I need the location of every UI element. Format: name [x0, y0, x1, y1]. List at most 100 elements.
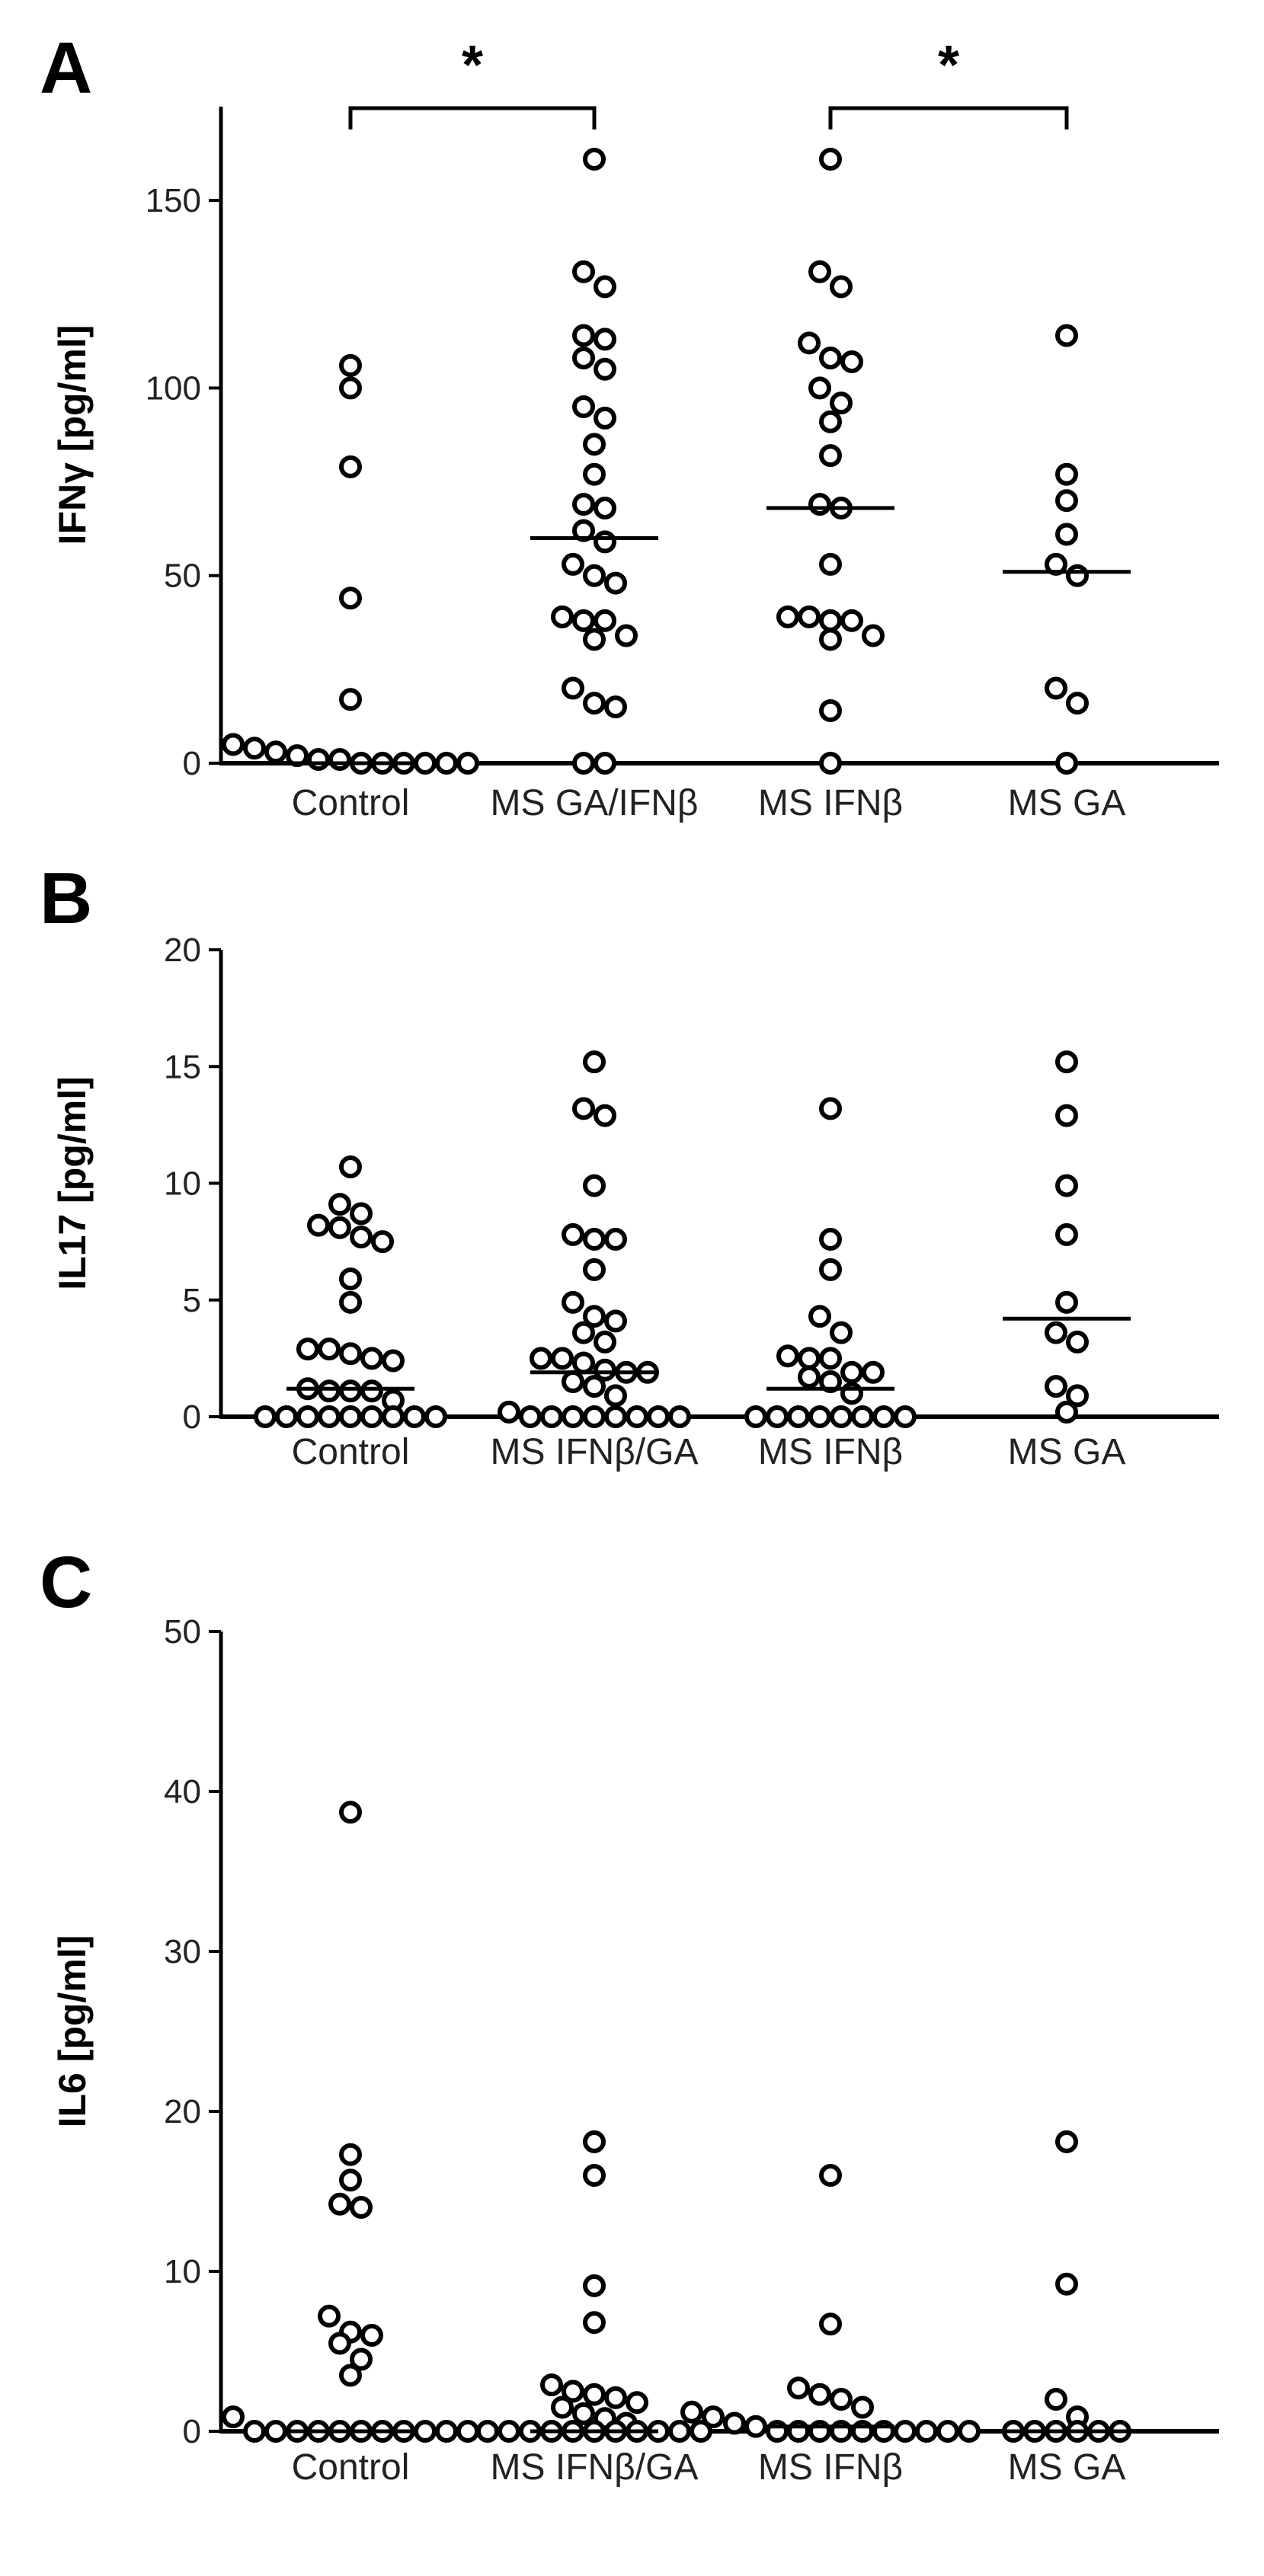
data-point [604, 571, 627, 595]
data-point [594, 357, 616, 381]
category-label: MS GA [1008, 2447, 1126, 2488]
data-point [583, 2164, 606, 2187]
y-tick-label: 150 [146, 182, 201, 219]
data-point [830, 1321, 853, 1344]
data-point [819, 628, 842, 651]
data-point [328, 1193, 351, 1216]
data-point [296, 1338, 319, 1361]
data-point [915, 2420, 938, 2443]
data-point [604, 1228, 627, 1251]
data-point [798, 1365, 821, 1389]
data-point [519, 1405, 542, 1428]
data-point [1055, 462, 1078, 486]
data-point [350, 1202, 373, 1226]
data-point [808, 1405, 831, 1428]
data-point [1055, 1174, 1078, 1197]
data-point [583, 2130, 606, 2153]
data-point [551, 2395, 574, 2419]
data-point [296, 1405, 319, 1428]
data-point [572, 395, 595, 419]
significance-bracket [828, 106, 1069, 129]
significance-bracket [348, 106, 597, 129]
data-point [1066, 1330, 1089, 1354]
data-point [530, 1347, 552, 1370]
data-point [819, 410, 842, 433]
significance-star: * [462, 35, 483, 96]
data-point [819, 1097, 842, 1120]
y-tick-label: 15 [164, 1048, 201, 1085]
category-label: MS IFNβ [758, 2447, 903, 2488]
y-tick-label: 20 [164, 932, 201, 969]
data-point [339, 1267, 362, 1291]
y-axis-label: IFNγ [pg/ml] [51, 325, 94, 545]
data-point [1055, 324, 1078, 347]
data-point [787, 2376, 810, 2400]
data-point [594, 497, 616, 520]
data-point [254, 1405, 277, 1428]
data-point [840, 1360, 863, 1384]
category-label: MS IFNβ [758, 783, 903, 823]
data-point [572, 493, 595, 516]
data-point [872, 1405, 895, 1428]
category-label: MS IFNβ/GA [491, 2447, 699, 2488]
data-point [498, 2420, 520, 2443]
data-point [583, 462, 606, 486]
data-point [798, 331, 821, 355]
data-point [626, 2391, 648, 2415]
data-point [819, 2312, 842, 2336]
y-tick-label: 20 [164, 2093, 201, 2130]
data-point [1045, 1321, 1067, 1344]
data-point [572, 1097, 595, 1120]
data-point [360, 1405, 383, 1428]
data-point [572, 1351, 595, 1375]
data-point [830, 275, 853, 299]
data-point [776, 605, 799, 628]
data-point [819, 1370, 842, 1394]
data-point [808, 1305, 831, 1328]
data-point [572, 609, 595, 632]
data-point [819, 552, 842, 576]
data-point [318, 2304, 341, 2328]
data-point [766, 1405, 789, 1428]
data-point [562, 676, 584, 700]
data-point [787, 1405, 810, 1428]
data-point [435, 2420, 458, 2443]
data-point [819, 752, 842, 775]
data-point [339, 353, 362, 377]
data-point [798, 605, 821, 628]
data-point [328, 1216, 351, 1239]
data-point [894, 1405, 917, 1428]
panel-a: A IFNγ [pg/ml] 0 50 100 150 Control MS GA/IFNβ M… [40, 27, 1219, 823]
data-point [243, 737, 266, 760]
data-point [594, 752, 616, 775]
data-point [328, 2192, 351, 2216]
y-tick-label: 5 [183, 1282, 201, 1319]
data-point [594, 530, 616, 554]
data-point [572, 1321, 595, 1344]
data-point [583, 2383, 606, 2406]
data-point [594, 1104, 616, 1127]
data-point [723, 2411, 746, 2435]
data-point [1045, 2388, 1067, 2411]
data-point [562, 1222, 584, 1246]
data-point [339, 1405, 362, 1428]
data-point [626, 1405, 648, 1428]
panel-c: C IL6 [pg/ml] 0 10 20 30 40 50 Control MS IFNβ/GA… [40, 1542, 1219, 2488]
data-point [583, 628, 606, 651]
data-point [456, 752, 479, 775]
data-point [840, 350, 863, 373]
panel-letter: A [40, 27, 92, 109]
data-point [819, 699, 842, 723]
y-axis-label: IL6 [pg/ml] [51, 1935, 94, 2128]
y-tick-label: 40 [164, 1773, 201, 1811]
data-point [819, 1347, 842, 1370]
data-point [551, 1347, 574, 1370]
data-point [583, 692, 606, 715]
data-point [1055, 1290, 1078, 1314]
data-point [594, 406, 616, 430]
data-point [1055, 1104, 1078, 1127]
data-point [243, 2420, 266, 2443]
data-point [1055, 2130, 1078, 2153]
data-point [350, 2196, 373, 2219]
data-point [808, 2383, 831, 2406]
